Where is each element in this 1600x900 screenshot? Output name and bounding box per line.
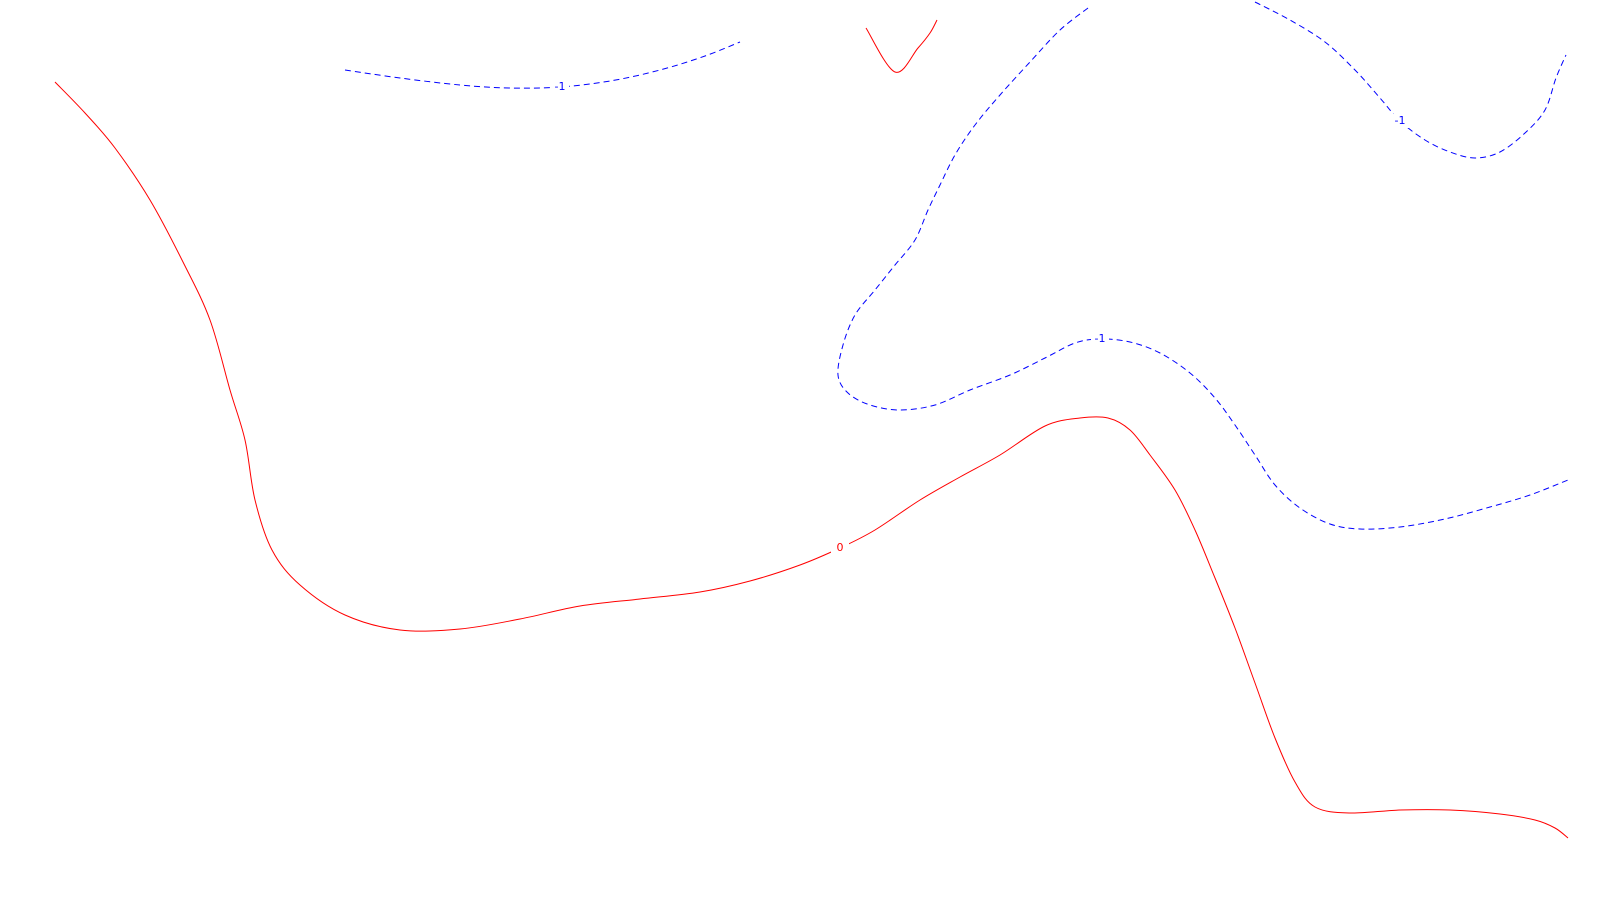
contour-minus1-middle-line [837,7,1569,530]
contour-minus1-middle-label-background [1091,332,1109,346]
contour-0-notch-line [865,19,938,73]
contour-0-main-label: 0 [837,541,844,554]
contour-level-minus1: -1 -1 -1 [344,1,1569,530]
contour-minus1-top-left-label-background [551,80,569,94]
contour-minus1-top-right-label: -1 [1395,114,1406,127]
contour-minus1-top-right-label-background [1391,114,1409,128]
contour-minus1-top-left-line [344,41,741,89]
contour-minus1-middle-label: -1 [1095,332,1106,345]
contour-minus1-top-left-label: -1 [555,80,566,93]
contour-0-main-label-background [831,541,849,555]
contour-0-main-line [54,81,1569,839]
contour-minus1-top-right-line [1254,1,1567,159]
contour-level-0: 0 [54,19,1569,839]
